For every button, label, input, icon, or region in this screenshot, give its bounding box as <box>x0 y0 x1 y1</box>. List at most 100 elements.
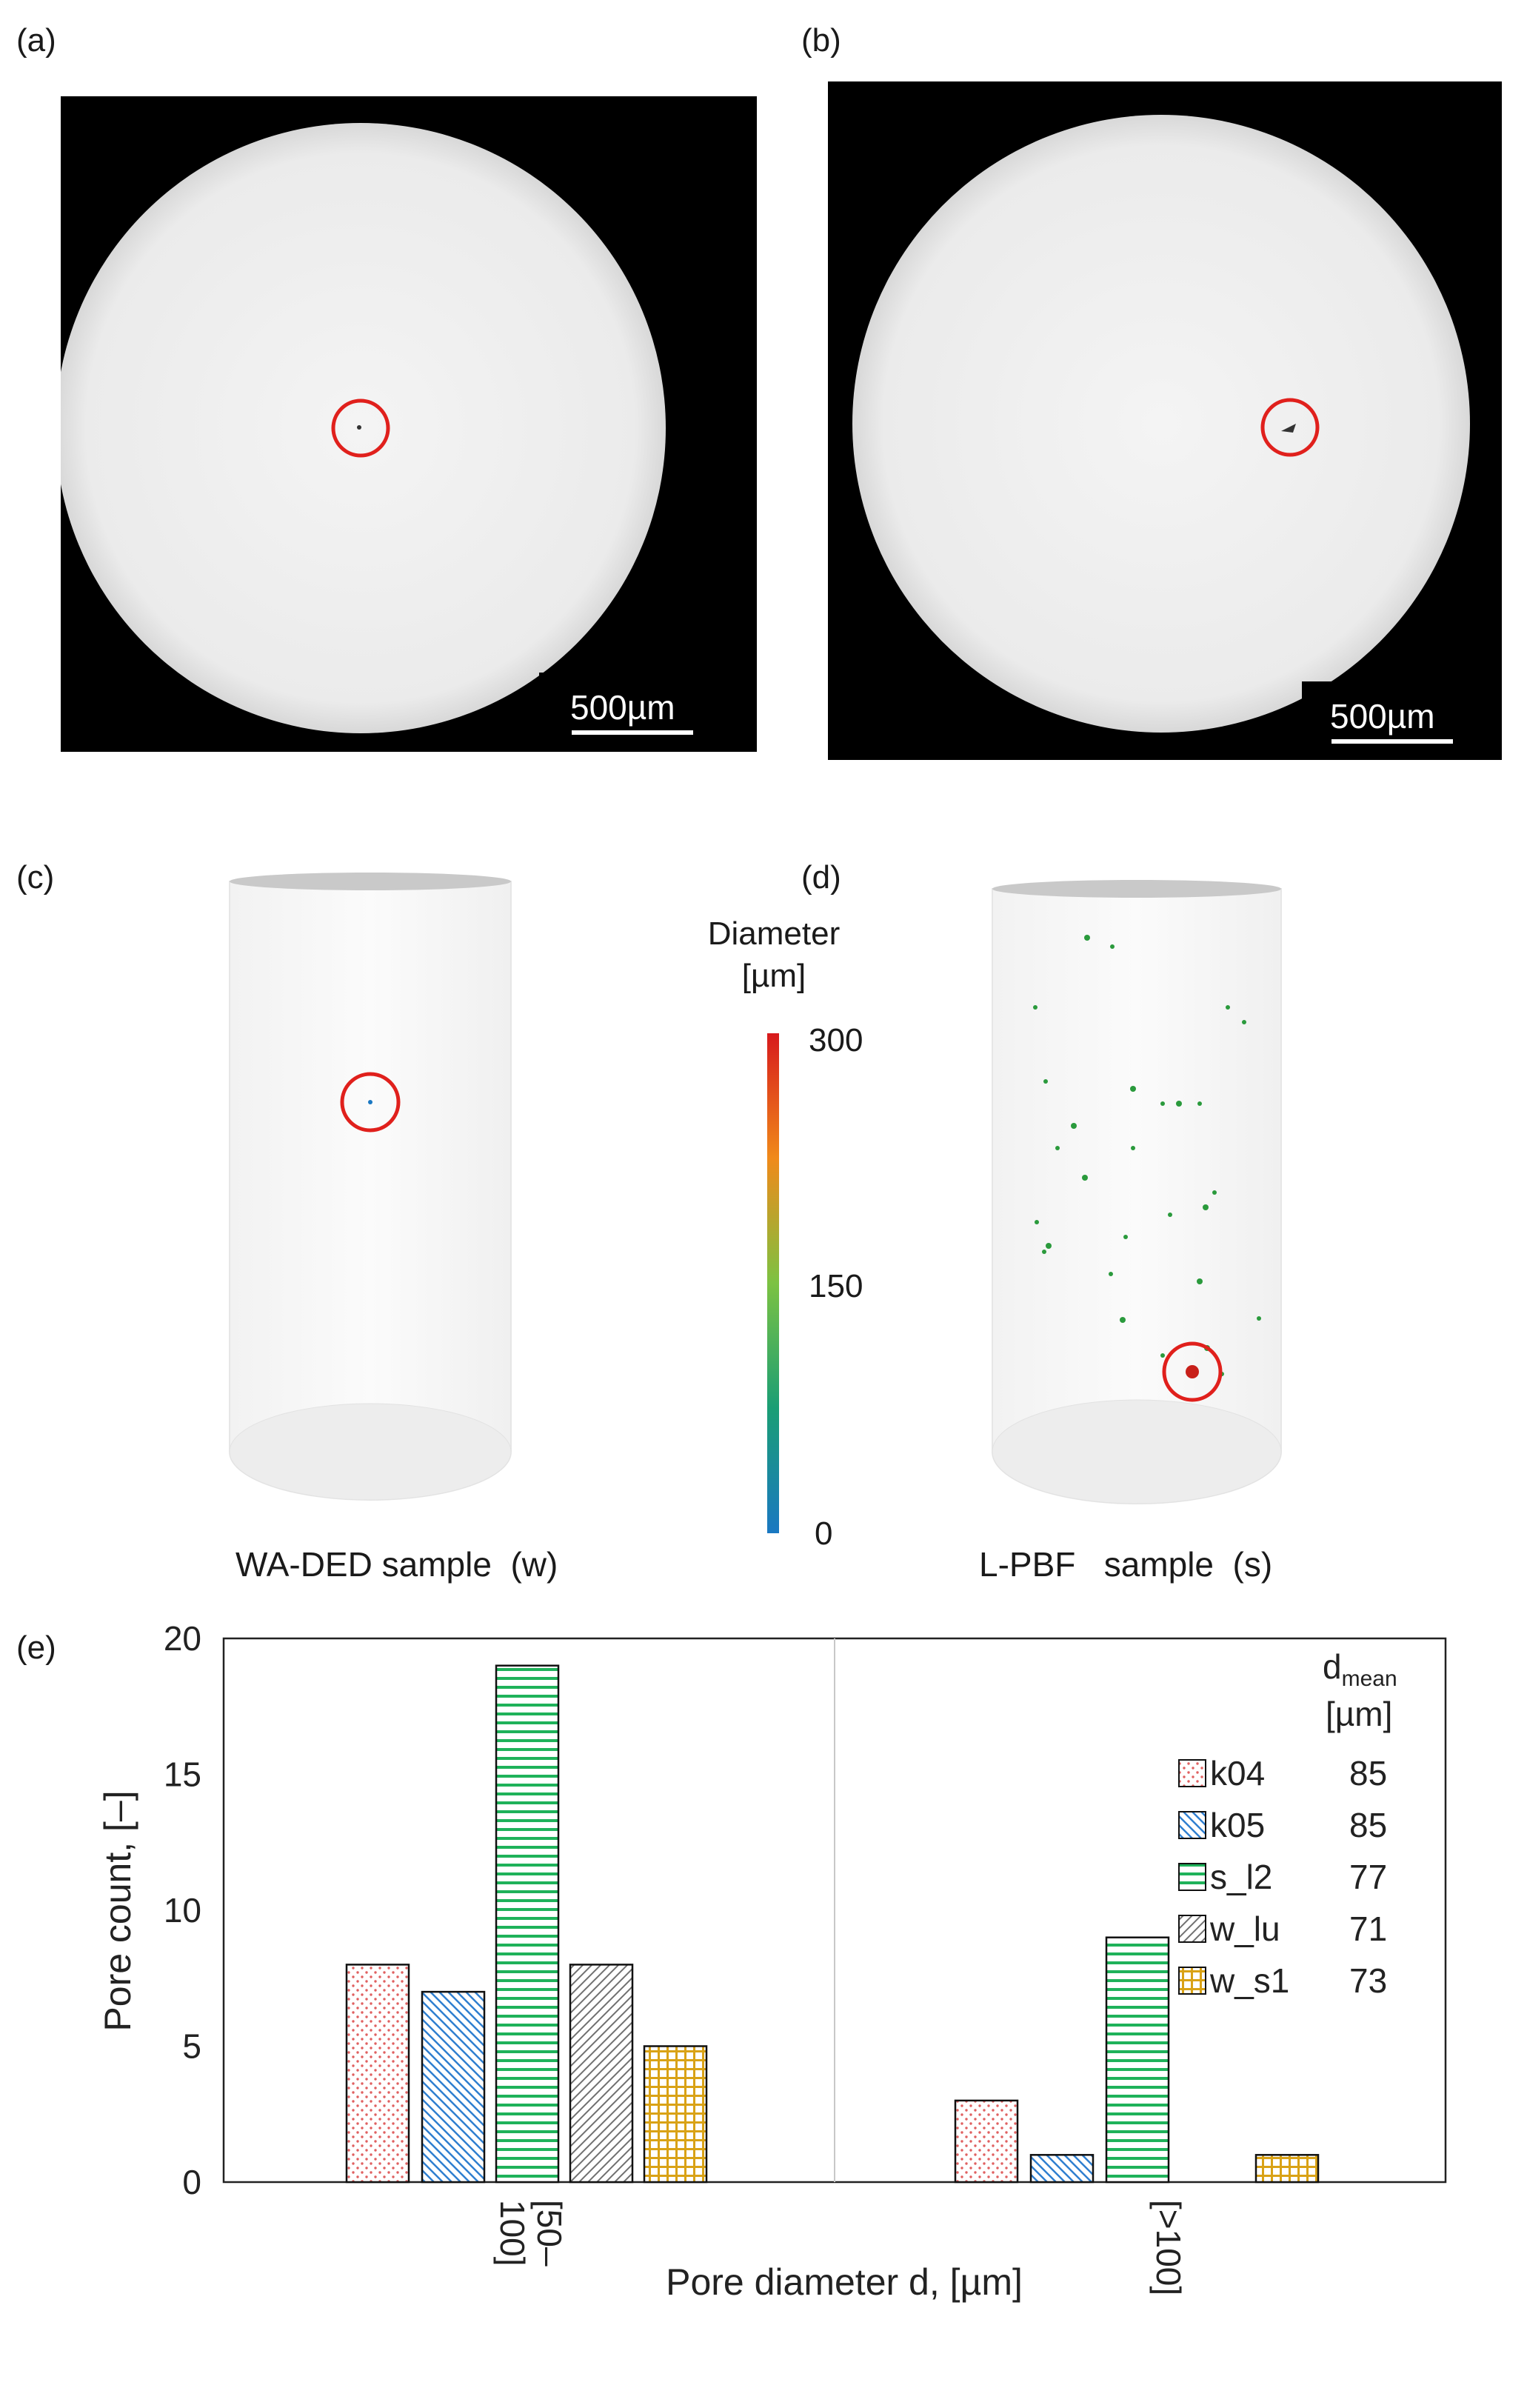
legend-label-w_s1: w_s1 <box>1209 1961 1289 2000</box>
pore-speck <box>1168 1213 1172 1217</box>
scale-bar-label-a: 500µm <box>570 688 675 727</box>
pore-speck <box>1109 1272 1113 1276</box>
specimen-cross-section <box>61 123 666 733</box>
bar-w_s1-1 <box>1254 2154 1320 2184</box>
colorbar-title: Diameter [µm] <box>666 913 881 997</box>
pore-speck <box>1110 944 1115 949</box>
bar-k04-0 <box>345 1964 410 2184</box>
bar-s_l2-0 <box>495 1664 560 2184</box>
pore-speck <box>1043 1079 1048 1084</box>
pore-speck <box>1123 1235 1128 1239</box>
legend-dmean-k04: 85 <box>1349 1754 1387 1792</box>
cylinder-3d-d <box>992 880 1282 1504</box>
pore-marker <box>368 1100 372 1104</box>
y-tick-label: 0 <box>182 2163 201 2201</box>
pore-speck <box>1212 1190 1217 1195</box>
bar-w_lu-0 <box>569 1964 634 2184</box>
legend-unit: [µm] <box>1326 1695 1392 1733</box>
pore-field <box>1033 935 1261 1376</box>
pore-speck <box>1257 1316 1261 1321</box>
colorbar-gradient <box>767 1033 779 1533</box>
pore-speck <box>1160 1101 1165 1106</box>
pore-speck <box>1176 1101 1182 1107</box>
cylinder-bottom <box>229 1403 512 1501</box>
legend-label-w_lu: w_lu <box>1209 1910 1280 1948</box>
pore-marker <box>1281 424 1296 433</box>
scale-bar-label-b: 500µm <box>1330 697 1435 736</box>
scale-bar-box-b: 500µm <box>1302 681 1502 760</box>
panel-label-b: (b) <box>801 22 841 59</box>
pore-speck <box>1082 1175 1088 1181</box>
y-axis-label: Pore count, [–] <box>97 1790 138 2031</box>
colorbar <box>767 1033 779 1533</box>
colorbar-tick-mid: 150 <box>809 1268 863 1304</box>
legend-swatch-s_l2 <box>1178 1863 1206 1891</box>
colorbar-title-line1: Diameter <box>707 915 841 952</box>
legend-label-k04: k04 <box>1210 1754 1265 1792</box>
panel-label-e: (e) <box>16 1630 56 1666</box>
pore-speck <box>1197 1101 1202 1106</box>
pore-count-chart: 0 5 10 15 20 [50–100] [>100] Pore count, [–] Por… <box>97 1619 1447 2303</box>
pore-speck <box>1130 1086 1136 1092</box>
pore-speck <box>1046 1243 1052 1249</box>
pore-speck <box>1035 1220 1039 1224</box>
caption-c: WA-DED sample (w) <box>235 1545 558 1584</box>
bar-w_s1-0 <box>643 2045 708 2184</box>
x-axis-label: Pore diameter d, [µm] <box>666 2261 1023 2303</box>
bar-s_l2-1 <box>1105 1936 1170 2184</box>
pore-speck <box>1226 1005 1230 1010</box>
cylinder-bottom <box>992 1399 1282 1504</box>
pore-speck <box>1042 1250 1046 1254</box>
legend-dmean-w_s1: 73 <box>1349 1961 1387 2000</box>
legend-swatch-k05 <box>1178 1811 1206 1839</box>
pore-speck <box>1120 1317 1126 1323</box>
specimen-cross-section <box>852 115 1470 733</box>
ct-slice-a: 500µm <box>61 96 757 752</box>
legend-swatch-w_s1 <box>1178 1967 1206 1995</box>
pore-speck <box>1203 1204 1209 1210</box>
pore-marker <box>357 425 361 430</box>
pore-highlight-circle <box>331 398 390 458</box>
pore-speck <box>1071 1123 1077 1129</box>
scale-bar-box-a: 500µm <box>539 673 757 752</box>
y-tick-label: 20 <box>164 1619 201 1658</box>
colorbar-tick-min: 0 <box>815 1515 833 1552</box>
ct-slice-b: 500µm <box>828 81 1502 760</box>
bar-k05-1 <box>1029 2154 1095 2184</box>
pore-speck <box>1033 1005 1038 1010</box>
legend-label-s_l2: s_l2 <box>1210 1858 1272 1896</box>
bar-k04-1 <box>954 2099 1019 2184</box>
legend-label-k05: k05 <box>1210 1806 1265 1844</box>
scale-bar-line-b <box>1331 739 1453 744</box>
legend-swatch-k04 <box>1178 1759 1206 1787</box>
pore-speck <box>1055 1146 1060 1150</box>
bar-k05-0 <box>421 1990 486 2184</box>
cylinder-top <box>230 873 511 890</box>
legend-header: dmean <box>1323 1647 1397 1691</box>
y-tick-label: 15 <box>164 1755 201 1794</box>
y-tick-label: 10 <box>164 1891 201 1930</box>
y-tick-label: 5 <box>182 2027 201 2066</box>
legend-dmean-w_lu: 71 <box>1349 1910 1387 1948</box>
pore-speck <box>1160 1353 1165 1358</box>
pore-speck <box>1084 935 1090 941</box>
pore-speck <box>1242 1020 1246 1024</box>
pore-speck <box>1197 1278 1203 1284</box>
x-category-label: [>100] <box>1149 2200 1188 2295</box>
panel-label-d: (d) <box>801 859 841 896</box>
scale-bar-line-a <box>572 730 693 735</box>
pore-highlight-circle <box>1162 1341 1223 1402</box>
x-category-label: [50–100] <box>493 2200 569 2267</box>
legend-dmean-s_l2: 77 <box>1349 1858 1387 1896</box>
colorbar-title-line2: [µm] <box>741 958 806 995</box>
legend-swatch-w_lu <box>1178 1915 1206 1943</box>
pore-highlight-circle <box>340 1072 401 1133</box>
pore-speck <box>1131 1146 1135 1150</box>
colorbar-tick-max: 300 <box>809 1022 863 1058</box>
caption-d: L-PBF sample (s) <box>979 1545 1273 1584</box>
cylinder-top <box>992 880 1281 898</box>
cylinder-3d-c <box>229 873 512 1501</box>
legend-dmean-k05: 85 <box>1349 1806 1387 1844</box>
largest-pore-marker <box>1186 1365 1199 1378</box>
panel-label-a: (a) <box>16 22 56 59</box>
